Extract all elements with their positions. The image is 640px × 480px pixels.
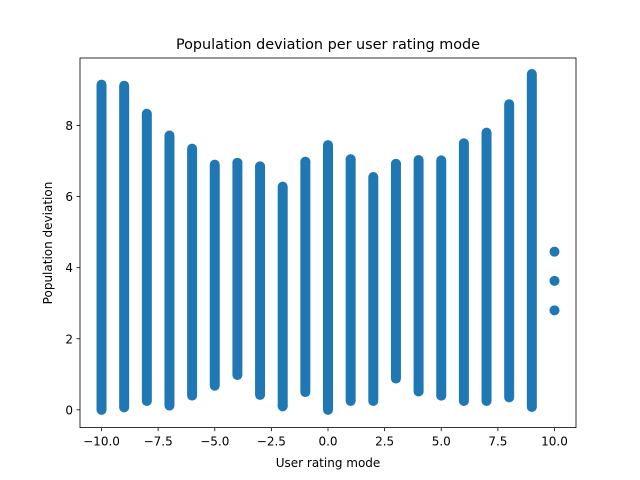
scatter-point bbox=[232, 157, 243, 168]
scatter-point bbox=[345, 154, 356, 165]
x-tick-label: 10.0 bbox=[541, 435, 568, 449]
scatter-point bbox=[413, 386, 424, 397]
scatter-point bbox=[390, 158, 401, 169]
scatter-column-x--10 bbox=[96, 79, 107, 415]
scatter-point bbox=[549, 275, 560, 286]
scatter-point bbox=[549, 246, 560, 257]
scatter-column-x-7 bbox=[481, 127, 492, 406]
plot-marks bbox=[96, 68, 560, 415]
scatter-column-x-1 bbox=[345, 154, 356, 406]
scatter-column-x--6 bbox=[187, 143, 198, 401]
scatter-column-x--8 bbox=[141, 108, 152, 406]
x-tick-label: −5.0 bbox=[200, 435, 229, 449]
x-tick-label: −10.0 bbox=[83, 435, 120, 449]
chart-title: Population deviation per user rating mod… bbox=[176, 37, 480, 53]
scatter-column-x--1 bbox=[300, 156, 311, 398]
scatter-point bbox=[277, 401, 288, 412]
scatter-column-x-5 bbox=[436, 155, 447, 401]
scatter-point bbox=[549, 305, 560, 316]
scatter-column-x--3 bbox=[255, 161, 266, 400]
scatter-point bbox=[436, 390, 447, 401]
scatter-column-x--5 bbox=[209, 159, 220, 391]
scatter-column-x-3 bbox=[390, 158, 401, 384]
scatter-column-x-0 bbox=[323, 140, 333, 415]
scatter-column-x-8 bbox=[504, 99, 515, 403]
x-axis-label: User rating mode bbox=[276, 456, 381, 470]
scatter-column-x--2 bbox=[277, 181, 288, 412]
y-tick-label: 0 bbox=[65, 403, 73, 417]
x-tick-label: −2.5 bbox=[257, 435, 286, 449]
y-axis: 0 2 4 6 8 bbox=[65, 119, 80, 417]
x-axis: −10.0 −7.5 −5.0 −2.5 0.0 2.5 5.0 7.5 10.0 bbox=[83, 427, 568, 449]
scatter-column-x-2 bbox=[368, 172, 379, 406]
y-tick-label: 8 bbox=[65, 119, 73, 133]
x-tick-label: 5.0 bbox=[432, 435, 451, 449]
x-tick-label: 0.0 bbox=[318, 435, 337, 449]
y-axis-label: Population deviation bbox=[41, 182, 55, 305]
scatter-column-x-6 bbox=[458, 138, 469, 406]
scatter-column-x--9 bbox=[119, 80, 130, 413]
scatter-point bbox=[255, 161, 266, 172]
scatter-point bbox=[300, 156, 311, 167]
scatter-column-x-9 bbox=[526, 68, 537, 412]
y-tick-label: 6 bbox=[65, 190, 73, 204]
scatter-column-x--7 bbox=[164, 130, 175, 411]
x-tick-label: 7.5 bbox=[488, 435, 507, 449]
x-tick-label: 2.5 bbox=[375, 435, 394, 449]
x-tick-label: −7.5 bbox=[144, 435, 173, 449]
y-tick-label: 4 bbox=[65, 261, 73, 275]
scatter-column-x-4 bbox=[413, 154, 424, 397]
y-tick-label: 2 bbox=[65, 332, 73, 346]
scatter-column-x--4 bbox=[232, 157, 243, 381]
